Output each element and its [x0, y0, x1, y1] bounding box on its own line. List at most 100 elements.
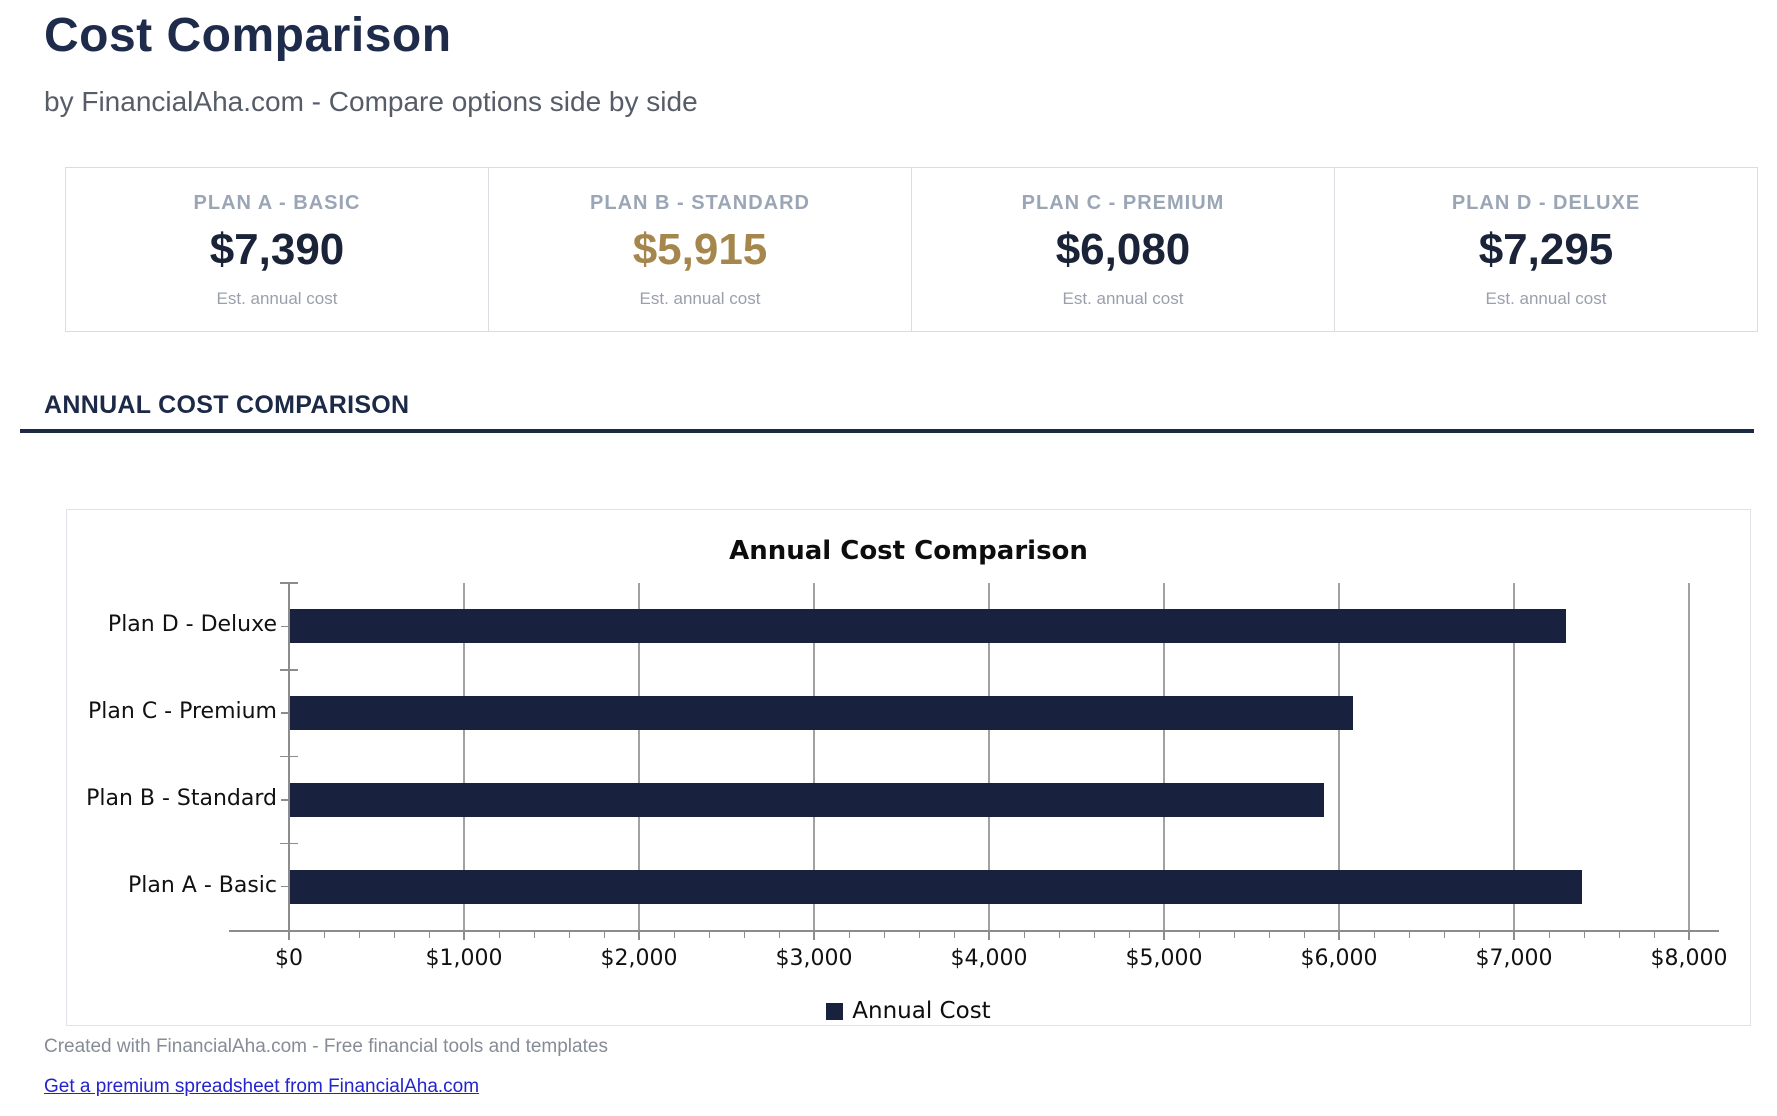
plan-card-label: PLAN B - STANDARD: [590, 192, 810, 214]
plan-card-caption: Est. annual cost: [639, 289, 761, 308]
gridline: [988, 583, 990, 930]
x-axis-label: $4,000: [950, 946, 1028, 971]
x-minor-tick: [953, 930, 955, 938]
chart-legend: Annual Cost: [67, 998, 1750, 1024]
plan-card-value: $7,295: [1478, 225, 1614, 274]
x-minor-tick: [1233, 930, 1235, 938]
x-minor-tick: [603, 930, 605, 938]
x-minor-tick: [1093, 930, 1095, 938]
plan-card-label: PLAN A - BASIC: [193, 192, 361, 214]
x-minor-tick: [848, 930, 850, 938]
plan-card-caption: Est. annual cost: [1062, 289, 1184, 308]
y-axis-label: Plan A - Basic: [127, 872, 277, 898]
x-minor-tick: [708, 930, 710, 938]
x-minor-tick: [1128, 930, 1130, 938]
y-axis-label: Plan B - Standard: [86, 785, 277, 811]
x-minor-tick: [1653, 930, 1655, 938]
chart-title: Annual Cost Comparison: [729, 536, 1088, 566]
plan-card-label: PLAN C - PREMIUM: [1021, 192, 1225, 214]
plan-card-caption: Est. annual cost: [216, 289, 338, 308]
x-axis-label: $1,000: [425, 946, 503, 971]
x-minor-tick: [1058, 930, 1060, 938]
plan-card-c: PLAN C - PREMIUM $6,080 Est. annual cost: [912, 168, 1335, 331]
x-minor-tick: [498, 930, 500, 938]
x-minor-tick: [1618, 930, 1620, 938]
x-major-tick: [1513, 930, 1515, 940]
x-minor-tick: [778, 930, 780, 938]
x-minor-tick: [1303, 930, 1305, 938]
x-minor-tick: [1373, 930, 1375, 938]
plan-card-b: PLAN B - STANDARD $5,915 Est. annual cos…: [489, 168, 912, 331]
plan-card-value: $6,080: [1055, 225, 1191, 274]
x-major-tick: [638, 930, 640, 940]
chart-bar-3: [289, 782, 1325, 817]
chart-plot-area: Plan D - Deluxe Plan C - Premium Plan B - …: [86, 582, 1727, 971]
page-title: Cost Comparison: [44, 9, 452, 62]
x-axis-label: $5,000: [1125, 946, 1203, 971]
x-minor-tick: [1408, 930, 1410, 938]
x-minor-tick: [358, 930, 360, 938]
y-axis-label: Plan C - Premium: [88, 699, 277, 725]
x-axis-line: [229, 930, 1719, 932]
x-major-tick: [288, 930, 290, 940]
y-major-tick: [281, 712, 289, 714]
chart-bar-4: [289, 869, 1583, 904]
y-major-tick: [281, 799, 289, 801]
plan-card-value-highlighted: $5,915: [632, 225, 768, 274]
x-minor-tick: [918, 930, 920, 938]
chart-bar-1: [289, 609, 1566, 644]
gridline: [638, 583, 640, 930]
x-axis-label: $0: [275, 946, 303, 971]
section-divider: [20, 429, 1754, 433]
plan-card-label: PLAN D - DELUXE: [1451, 192, 1641, 214]
chart-container: Annual Cost Comparison Plan D - Deluxe Pl…: [66, 509, 1751, 1026]
x-minor-tick: [1443, 930, 1445, 938]
y-axis-label: Plan D - Deluxe: [107, 612, 277, 638]
gridline: [463, 583, 465, 930]
x-minor-tick: [568, 930, 570, 938]
section-heading: ANNUAL COST COMPARISON: [44, 391, 410, 419]
footer-note: Created with FinancialAha.com - Free fin…: [44, 1036, 608, 1057]
x-axis-label: $6,000: [1300, 946, 1378, 971]
x-major-tick: [988, 930, 990, 940]
x-major-tick: [463, 930, 465, 940]
chart-bar-2: [289, 696, 1353, 731]
y-major-tick: [281, 625, 289, 628]
x-major-tick: [1338, 930, 1340, 940]
x-minor-tick: [1023, 930, 1025, 938]
premium-spreadsheet-link[interactable]: Get a premium spreadsheet from Financial…: [44, 1076, 480, 1097]
x-minor-tick: [1548, 930, 1550, 938]
page-subtitle: by FinancialAha.com - Compare options si…: [44, 86, 698, 117]
x-axis-label: $8,000: [1650, 946, 1728, 971]
x-minor-tick: [1198, 930, 1200, 938]
x-major-tick: [1688, 930, 1690, 940]
plan-card-caption: Est. annual cost: [1485, 289, 1607, 308]
x-major-tick: [813, 930, 815, 940]
gridline: [1513, 583, 1515, 930]
summary-cards-row: PLAN A - BASIC $7,390 Est. annual cost P…: [65, 167, 1758, 332]
plan-card-d: PLAN D - DELUXE $7,295 Est. annual cost: [1335, 168, 1757, 331]
gridline: [1163, 583, 1165, 930]
gridline: [1688, 583, 1690, 930]
x-axis-label: $3,000: [775, 946, 853, 971]
x-minor-tick: [743, 930, 745, 938]
y-major-tick: [281, 885, 289, 888]
x-axis-label: $2,000: [600, 946, 678, 971]
x-minor-tick: [1268, 930, 1270, 938]
plan-card-a: PLAN A - BASIC $7,390 Est. annual cost: [66, 168, 489, 331]
x-minor-tick: [393, 930, 395, 938]
gridline: [813, 583, 815, 930]
legend-marker: [826, 1002, 844, 1020]
plan-card-value: $7,390: [209, 225, 345, 274]
x-minor-tick: [1478, 930, 1480, 938]
x-axis-label: $7,000: [1475, 946, 1553, 971]
x-major-tick: [1163, 930, 1165, 940]
x-minor-tick: [428, 930, 430, 938]
y-axis-line: [288, 583, 290, 930]
legend-label: Annual Cost: [852, 998, 991, 1024]
x-minor-tick: [673, 930, 675, 938]
gridline: [1338, 583, 1340, 930]
x-minor-tick: [883, 930, 885, 938]
x-minor-tick: [1583, 930, 1585, 938]
